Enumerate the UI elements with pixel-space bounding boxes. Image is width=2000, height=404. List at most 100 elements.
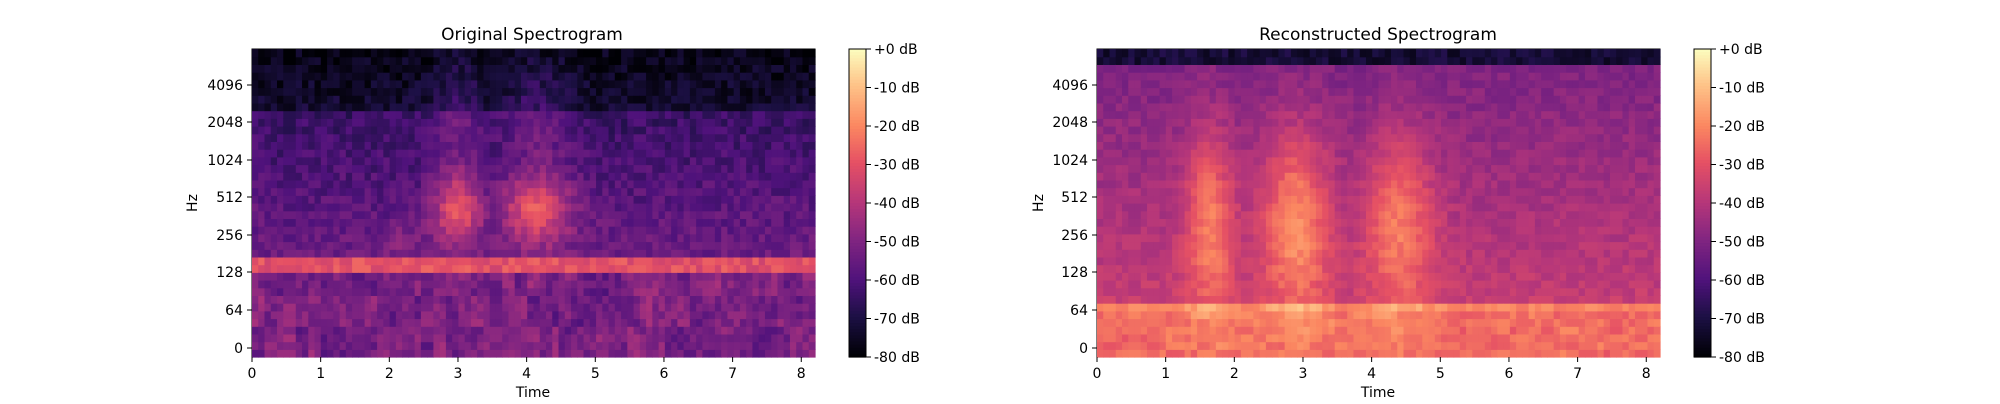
heatmap-cell bbox=[690, 95, 697, 103]
heatmap-cell bbox=[627, 349, 634, 357]
heatmap-cell bbox=[377, 88, 384, 96]
heatmap-cell bbox=[546, 72, 553, 80]
heatmap-cell bbox=[734, 295, 741, 303]
heatmap-cell bbox=[477, 88, 484, 96]
heatmap-cell bbox=[1141, 326, 1148, 334]
heatmap-cell bbox=[771, 234, 778, 242]
heatmap-cell bbox=[415, 165, 422, 173]
heatmap-cell bbox=[1266, 234, 1273, 242]
heatmap-cell bbox=[502, 257, 509, 265]
heatmap-cell bbox=[527, 295, 534, 303]
heatmap-cell bbox=[771, 80, 778, 88]
heatmap-cell bbox=[408, 242, 415, 250]
heatmap-cell bbox=[1266, 265, 1273, 273]
heatmap-cell bbox=[371, 149, 378, 157]
heatmap-cell bbox=[1241, 134, 1248, 142]
heatmap-cell bbox=[1216, 49, 1223, 57]
heatmap-cell bbox=[358, 342, 365, 350]
heatmap-cell bbox=[1153, 126, 1160, 134]
heatmap-cell bbox=[1203, 265, 1210, 273]
heatmap-cell bbox=[1122, 349, 1129, 357]
heatmap-cell bbox=[596, 288, 603, 296]
heatmap-cell bbox=[483, 326, 490, 334]
heatmap-cell bbox=[709, 265, 716, 273]
heatmap-cell bbox=[490, 111, 497, 119]
heatmap-cell bbox=[727, 64, 734, 72]
heatmap-cell bbox=[1153, 288, 1160, 296]
heatmap-cell bbox=[496, 295, 503, 303]
heatmap-cell bbox=[609, 64, 616, 72]
heatmap-cell bbox=[340, 242, 347, 250]
heatmap-cell bbox=[302, 57, 309, 65]
heatmap-cell bbox=[346, 265, 353, 273]
heatmap-cell bbox=[752, 295, 759, 303]
heatmap-cell bbox=[690, 326, 697, 334]
heatmap-cell bbox=[327, 265, 334, 273]
heatmap-cell bbox=[346, 172, 353, 180]
heatmap-cell bbox=[396, 272, 403, 280]
heatmap-cell bbox=[502, 218, 509, 226]
heatmap-cell bbox=[302, 141, 309, 149]
heatmap-cell bbox=[321, 226, 328, 234]
heatmap-cell bbox=[790, 326, 797, 334]
heatmap-cell bbox=[565, 280, 572, 288]
heatmap-cell bbox=[696, 134, 703, 142]
heatmap-cell bbox=[646, 249, 653, 257]
heatmap-cell bbox=[752, 265, 759, 273]
heatmap-cell bbox=[402, 188, 409, 196]
heatmap-cell bbox=[1141, 157, 1148, 165]
heatmap-cell bbox=[252, 280, 259, 288]
heatmap-cell bbox=[258, 242, 265, 250]
heatmap-cell bbox=[1253, 95, 1260, 103]
heatmap-cell bbox=[609, 188, 616, 196]
heatmap-cell bbox=[471, 226, 478, 234]
heatmap-cell bbox=[759, 203, 766, 211]
heatmap-cell bbox=[352, 272, 359, 280]
heatmap-cell bbox=[383, 311, 390, 319]
heatmap-cell bbox=[1122, 188, 1129, 196]
heatmap-cell bbox=[1253, 49, 1260, 57]
heatmap-cell bbox=[559, 288, 566, 296]
heatmap-cell bbox=[477, 149, 484, 157]
heatmap-cell bbox=[458, 111, 465, 119]
heatmap-cell bbox=[746, 80, 753, 88]
heatmap-cell bbox=[496, 180, 503, 188]
heatmap-cell bbox=[1097, 141, 1104, 149]
heatmap-cell bbox=[1266, 295, 1273, 303]
heatmap-cell bbox=[727, 80, 734, 88]
heatmap-cell bbox=[308, 57, 315, 65]
heatmap-cell bbox=[302, 134, 309, 142]
heatmap-cell bbox=[1278, 95, 1285, 103]
heatmap-cell bbox=[634, 234, 641, 242]
heatmap-cell bbox=[1135, 303, 1142, 311]
heatmap-cell bbox=[1178, 95, 1185, 103]
heatmap-cell bbox=[258, 280, 265, 288]
heatmap-cell bbox=[602, 319, 609, 327]
heatmap-cell bbox=[527, 149, 534, 157]
heatmap-cell bbox=[709, 257, 716, 265]
heatmap-cell bbox=[677, 88, 684, 96]
heatmap-cell bbox=[252, 165, 259, 173]
heatmap-cell bbox=[433, 64, 440, 72]
heatmap-cell bbox=[665, 257, 672, 265]
heatmap-cell bbox=[521, 280, 528, 288]
heatmap-cell bbox=[471, 165, 478, 173]
heatmap-cell bbox=[1210, 49, 1217, 57]
heatmap-cell bbox=[727, 265, 734, 273]
heatmap-cell bbox=[408, 257, 415, 265]
heatmap-cell bbox=[1272, 188, 1279, 196]
heatmap-cell bbox=[777, 95, 784, 103]
heatmap-cell bbox=[452, 288, 459, 296]
heatmap-cell bbox=[665, 249, 672, 257]
heatmap-cell bbox=[346, 203, 353, 211]
heatmap-cell bbox=[546, 319, 553, 327]
heatmap-cell bbox=[1160, 49, 1167, 57]
heatmap-cell bbox=[1222, 242, 1229, 250]
heatmap-cell bbox=[702, 195, 709, 203]
heatmap-cell bbox=[402, 95, 409, 103]
heatmap-cell bbox=[365, 149, 372, 157]
heatmap-cell bbox=[1185, 234, 1192, 242]
heatmap-cell bbox=[1135, 226, 1142, 234]
heatmap-cell bbox=[483, 257, 490, 265]
heatmap-cell bbox=[502, 249, 509, 257]
